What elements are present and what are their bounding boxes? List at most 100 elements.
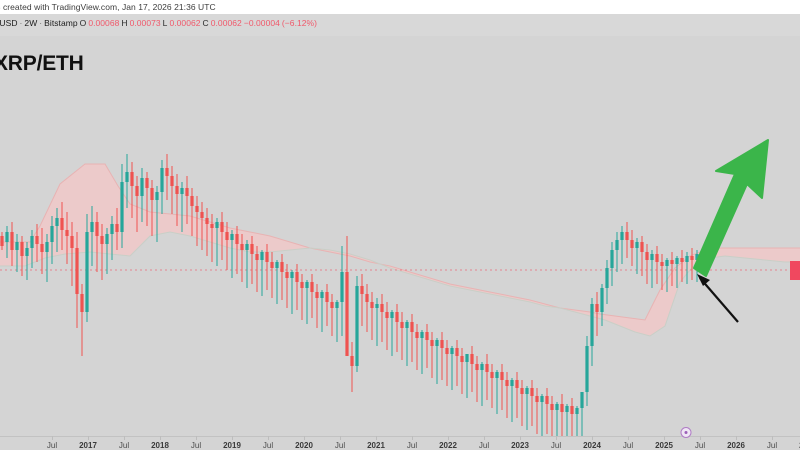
low-key: L	[163, 18, 168, 28]
candle-body	[230, 234, 233, 240]
x-tick-2022: 2022	[439, 441, 457, 450]
candle-body	[150, 188, 153, 200]
x-tick-mark	[448, 436, 449, 440]
candle-body	[435, 340, 438, 346]
candle-body	[205, 218, 208, 224]
close-key: C	[203, 18, 209, 28]
x-tick-mark	[124, 436, 125, 440]
candle-body	[115, 224, 118, 232]
candle-body	[165, 168, 168, 176]
candle-body	[645, 252, 648, 260]
candle-body	[480, 364, 483, 370]
candle-body	[265, 252, 268, 262]
candle-body	[185, 188, 188, 196]
candle-body	[140, 178, 143, 196]
event-marker[interactable]	[681, 427, 692, 438]
candle-body	[245, 244, 248, 250]
candle-body	[485, 364, 488, 372]
candle-body	[460, 356, 463, 362]
candle-body	[170, 176, 173, 186]
candle-body	[490, 372, 493, 378]
x-tick-jul: Jul	[191, 441, 201, 450]
candle-body	[35, 236, 38, 244]
candle-body	[90, 222, 93, 232]
candle-body	[505, 380, 508, 386]
candle-body	[580, 392, 583, 408]
candle-body	[225, 232, 228, 240]
candle-body	[655, 254, 658, 262]
candle-body	[500, 372, 503, 380]
x-tick-mark	[196, 436, 197, 440]
interval-label[interactable]: 2W	[24, 18, 37, 28]
candle-body	[55, 218, 58, 226]
candle-body	[510, 380, 513, 386]
candle-body	[365, 294, 368, 302]
candle-body	[400, 322, 403, 328]
candle-body	[670, 260, 673, 264]
ichimoku-cloud	[0, 164, 800, 336]
candle-body	[285, 272, 288, 278]
candle-body	[595, 304, 598, 312]
candle-body	[125, 172, 128, 182]
open-key: O	[80, 18, 87, 28]
x-tick-mark	[592, 436, 593, 440]
candle-body	[540, 396, 543, 402]
candle-body	[340, 272, 343, 302]
x-tick-jul: Jul	[695, 441, 705, 450]
x-tick-jul: Jul	[335, 441, 345, 450]
candle-body	[590, 304, 593, 346]
candle-body	[315, 292, 318, 298]
candle-body	[300, 282, 303, 288]
candle-body	[635, 242, 638, 248]
candle-body	[280, 262, 283, 272]
symbol-legend: THUSD·2W·BitstampO0.00068H0.00073L0.0006…	[0, 18, 319, 28]
candle-body	[70, 236, 73, 248]
x-axis[interactable]: Jul2017Jul2018Jul2019Jul2020Jul2021Jul20…	[0, 436, 800, 450]
candle-body	[550, 404, 553, 410]
candle-body	[335, 302, 338, 308]
x-tick-mark	[376, 436, 377, 440]
candle-body	[260, 252, 263, 260]
candle-body	[345, 272, 348, 356]
x-tick-mark	[628, 436, 629, 440]
candle-body	[610, 250, 613, 268]
x-tick-2019: 2019	[223, 441, 241, 450]
x-tick-mark	[232, 436, 233, 440]
candle-body	[160, 168, 163, 192]
candle-body	[535, 396, 538, 402]
candle-body	[395, 312, 398, 322]
candle-body	[625, 232, 628, 240]
candle-body	[105, 234, 108, 244]
x-tick-mark	[304, 436, 305, 440]
candle-body	[600, 288, 603, 312]
candle-body	[250, 244, 253, 254]
candle-body	[360, 286, 363, 294]
candle-body	[475, 364, 478, 370]
chart-plot-area[interactable]: XRP/ETH Jul2017Jul2018Jul2019Jul20	[0, 36, 800, 450]
candle-body	[640, 242, 643, 252]
candle-body	[15, 242, 18, 250]
candle-body	[415, 332, 418, 338]
candle-body	[560, 404, 563, 412]
x-tick-mark	[160, 436, 161, 440]
candle-body	[420, 332, 423, 338]
x-tick-jul: Jul	[623, 441, 633, 450]
high-value: 0.00073	[130, 18, 161, 28]
candle-body	[215, 222, 218, 228]
candle-body	[120, 182, 123, 232]
x-tick-mark	[412, 436, 413, 440]
candle-body	[350, 356, 353, 366]
exchange-label[interactable]: Bitstamp	[44, 18, 77, 28]
x-tick-jul: Jul	[767, 441, 777, 450]
candle-body	[0, 236, 3, 246]
candle-body	[290, 272, 293, 278]
symbol-ticker[interactable]: THUSD	[0, 18, 18, 28]
candle-body	[690, 256, 693, 260]
candle-body	[455, 348, 458, 356]
candle-body	[320, 292, 323, 298]
candle-body	[585, 346, 588, 392]
open-value: 0.00068	[88, 18, 119, 28]
candle-body	[190, 196, 193, 206]
low-value: 0.00062	[169, 18, 200, 28]
x-tick-mark	[52, 436, 53, 440]
